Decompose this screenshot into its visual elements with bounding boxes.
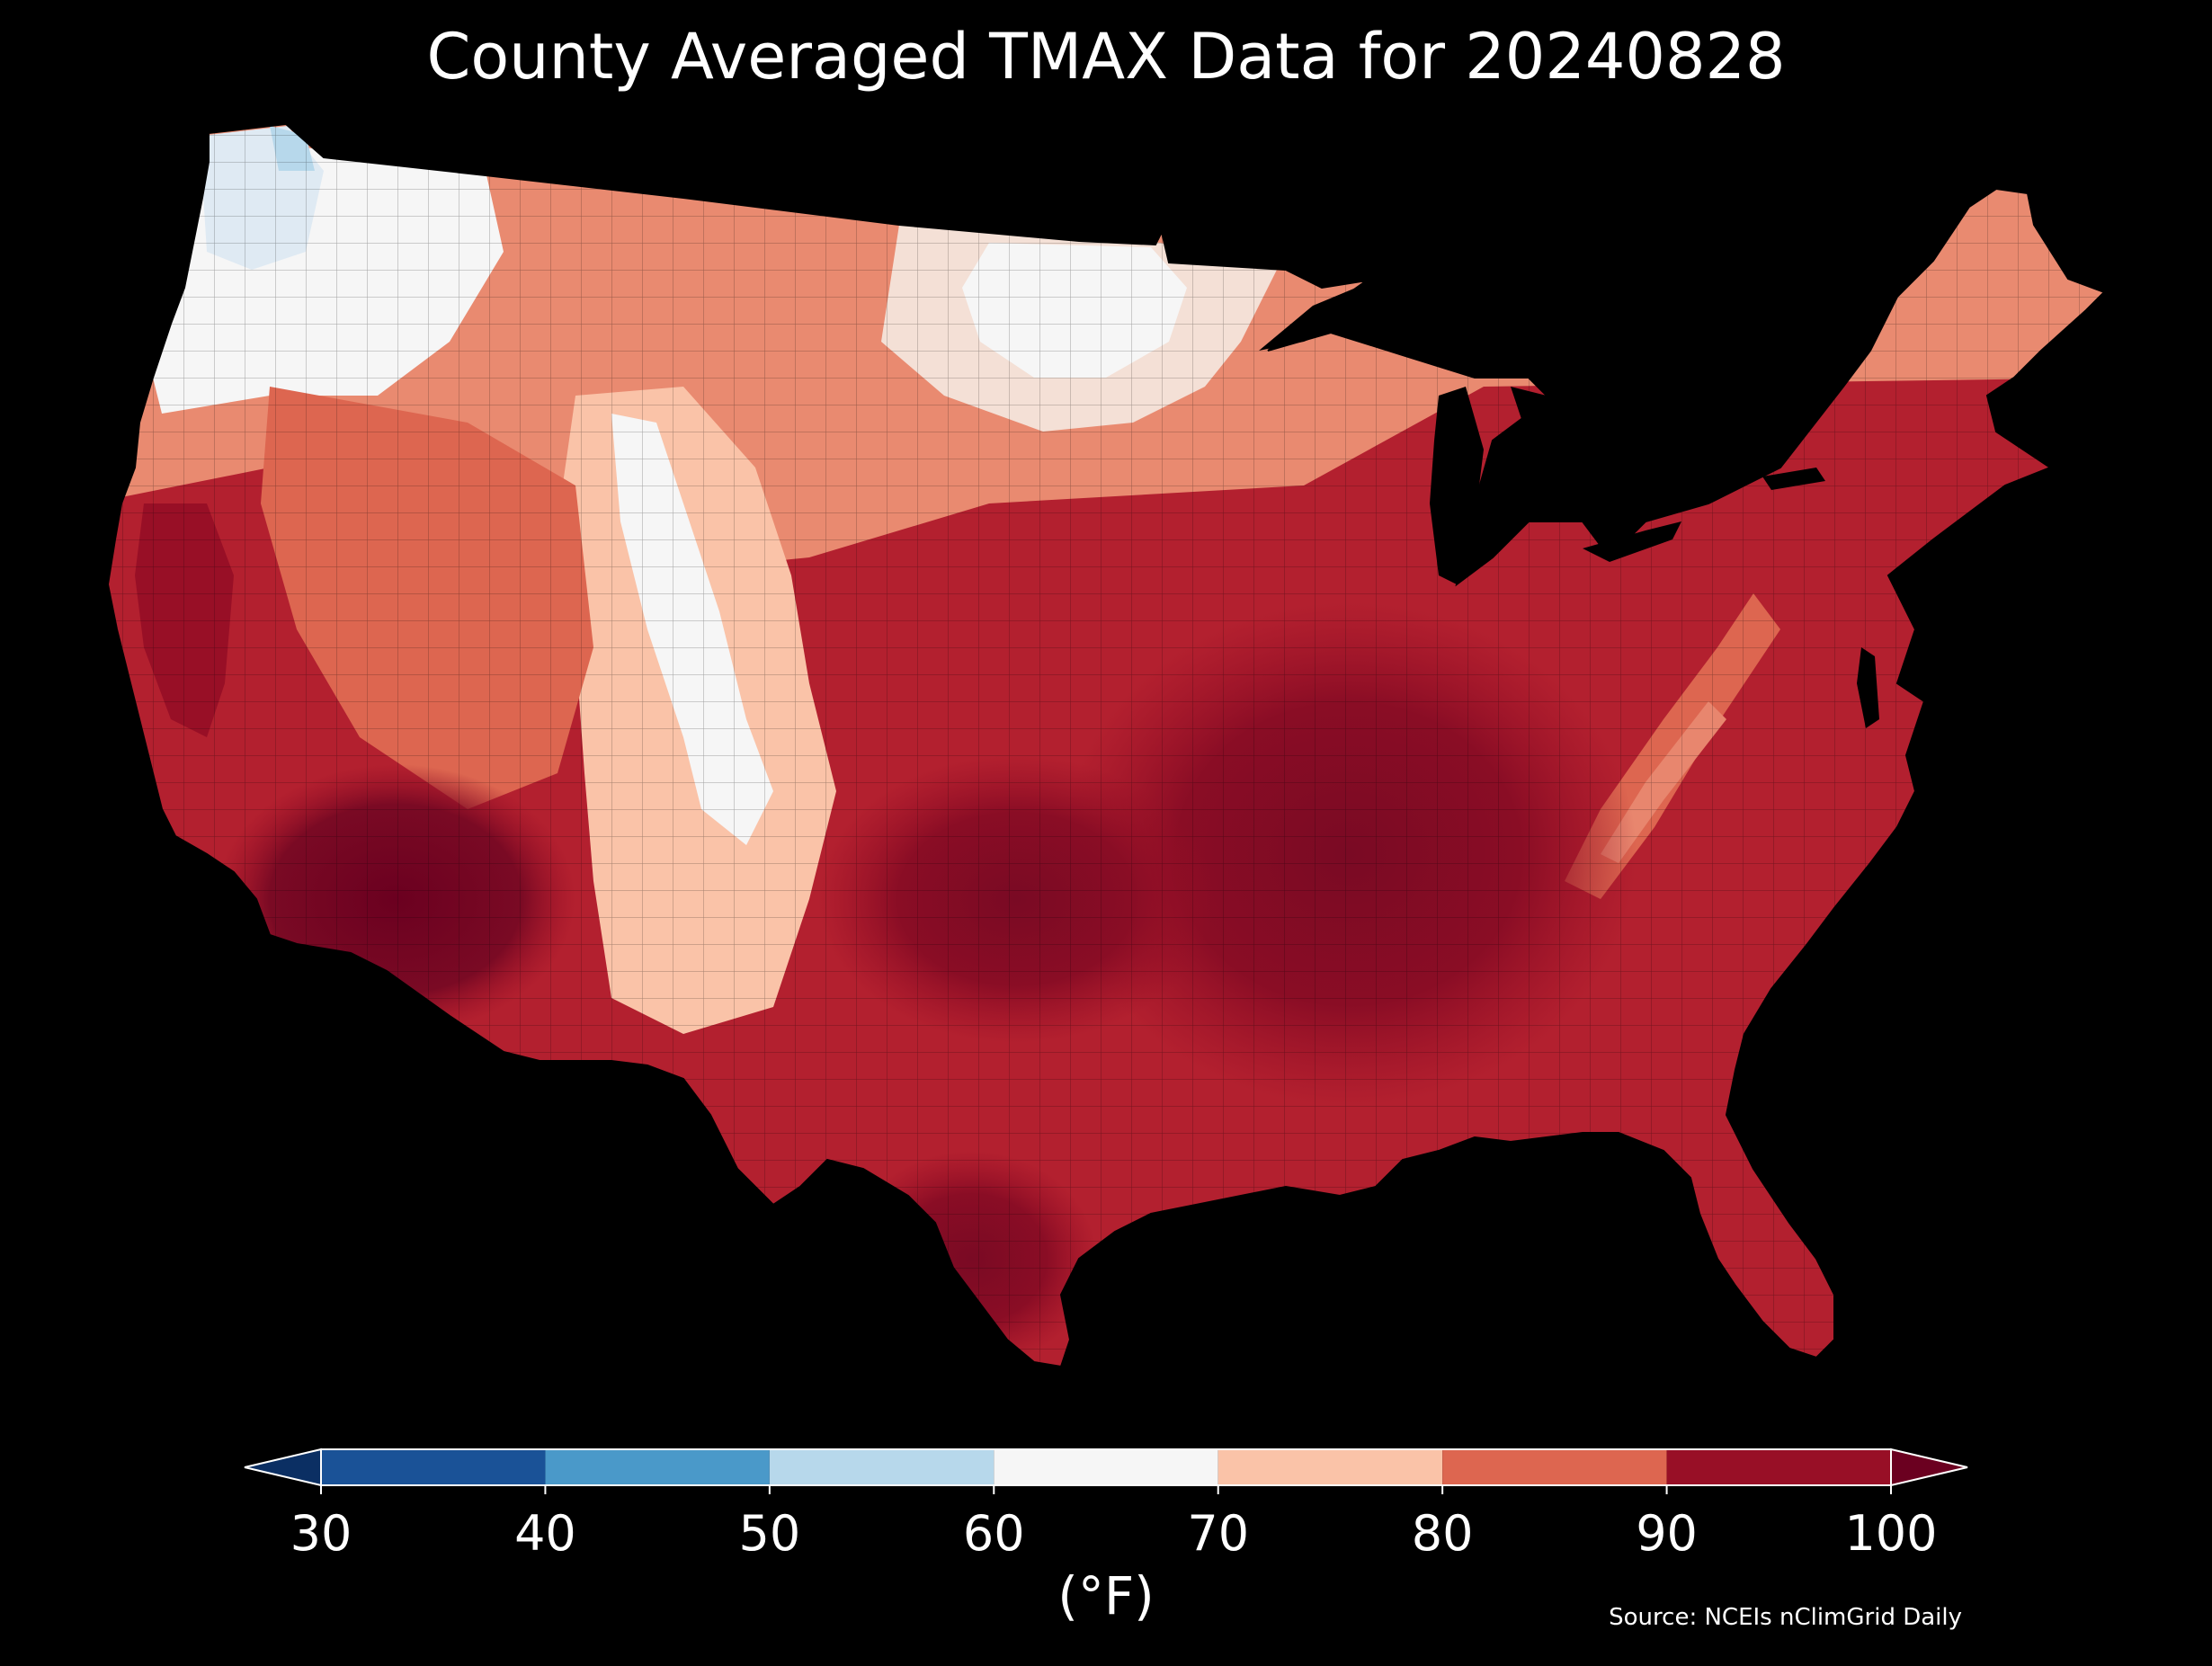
lake-michigan	[1430, 387, 1484, 584]
lake-erie	[1583, 521, 1681, 562]
colorbar-frame	[320, 1448, 1892, 1486]
colorbar-bin-50-60	[769, 1449, 995, 1485]
colorbar-tick-label: 70	[1187, 1505, 1249, 1562]
great-lakes	[1259, 283, 1879, 728]
colorbar-tick-label: 30	[290, 1505, 352, 1562]
chesapeake-bay	[1857, 647, 1879, 728]
colorbar-tick-label: 90	[1636, 1505, 1698, 1562]
colorbar-over-arrow	[1890, 1448, 1968, 1487]
colorbar-under-arrow	[244, 1448, 322, 1487]
colorbar-bin-30-40	[321, 1449, 546, 1485]
colorbar-bin-40-50	[545, 1449, 770, 1485]
lake-huron	[1511, 387, 1565, 468]
colorbar-tick-label: 80	[1412, 1505, 1474, 1562]
colorbar-tick-label: 100	[1844, 1505, 1937, 1562]
colorbar-ticks: 30 40 50 60 70 80 90 100	[290, 1485, 1938, 1562]
colorbar-tick-label: 40	[514, 1505, 576, 1562]
lake-ontario	[1762, 468, 1825, 490]
map-title: County Averaged TMAX Data for 20240828	[426, 20, 1786, 94]
colorbar-bin-60-70	[994, 1449, 1218, 1485]
colorbar-tick-label: 60	[963, 1505, 1025, 1562]
colorbar-tick-label: 50	[738, 1505, 800, 1562]
source-note: Source: NCEIs nClimGrid Daily	[1609, 1604, 1962, 1631]
colorbar-bins	[321, 1449, 1891, 1485]
unit-label: (°F)	[1057, 1565, 1155, 1626]
colorbar-bin-80-90	[1442, 1449, 1667, 1485]
colorbar-bin-70-80	[1217, 1449, 1443, 1485]
colorbar-bin-90-100	[1666, 1449, 1891, 1485]
